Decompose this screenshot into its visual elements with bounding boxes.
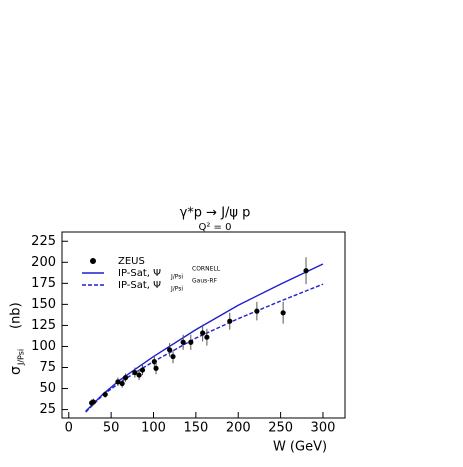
chart-subtitle: Q² = 0 bbox=[199, 222, 232, 233]
x-tick-label: 250 bbox=[268, 421, 293, 436]
data-point bbox=[204, 334, 210, 340]
chart-title: γ*p → J/ψ p bbox=[180, 206, 251, 221]
y-tick-label: 50 bbox=[39, 381, 56, 396]
data-point bbox=[227, 318, 233, 324]
line bbox=[85, 283, 324, 413]
y-tick-label: 100 bbox=[31, 339, 56, 354]
data-point bbox=[188, 339, 194, 345]
data-point bbox=[200, 330, 206, 336]
data-point bbox=[122, 375, 129, 381]
data-point bbox=[254, 308, 260, 314]
data-point bbox=[102, 391, 108, 398]
y-tick-label: 200 bbox=[31, 255, 56, 270]
y-tick-label: 150 bbox=[31, 297, 56, 312]
data-point bbox=[139, 367, 146, 373]
data-point bbox=[115, 379, 121, 385]
x-tick-label: 50 bbox=[103, 421, 120, 436]
y-tick-label: 225 bbox=[31, 234, 56, 249]
legend-label: IP-Sat, Ψ bbox=[118, 268, 161, 279]
data-point bbox=[280, 310, 286, 316]
legend-label: ZEUS bbox=[118, 256, 145, 267]
legend-label-sup: Gaus-RF bbox=[192, 278, 218, 285]
data-point bbox=[119, 380, 125, 387]
y-axis-label-unit: (nb) bbox=[9, 302, 24, 329]
y-tick-label: 125 bbox=[31, 318, 56, 333]
x-tick-label: 200 bbox=[226, 421, 251, 436]
data-point bbox=[132, 369, 138, 376]
x-tick-label: 150 bbox=[183, 421, 208, 436]
data-point bbox=[90, 399, 96, 405]
legend-label-sub: J/Psi bbox=[170, 274, 183, 281]
y-tick-label: 175 bbox=[31, 276, 56, 291]
data-point bbox=[303, 268, 309, 274]
x-axis-label: W (GeV) bbox=[273, 440, 327, 455]
x-tick-label: 100 bbox=[141, 421, 166, 436]
data-point bbox=[180, 339, 186, 345]
y-axis-label: σ bbox=[8, 366, 24, 375]
data-point bbox=[170, 353, 176, 360]
data-point bbox=[153, 365, 159, 371]
data-point bbox=[136, 372, 142, 378]
legend-label-sub: J/Psi bbox=[170, 286, 183, 293]
line bbox=[85, 263, 324, 412]
x-tick-label: 300 bbox=[311, 421, 336, 436]
y-tick-label: 75 bbox=[39, 360, 56, 375]
y-axis-label-sub: J/Psi bbox=[17, 349, 26, 366]
y-tick-label: 25 bbox=[39, 402, 56, 417]
legend-marker bbox=[90, 258, 96, 264]
legend-label-sup: CORNELL bbox=[192, 266, 221, 273]
data-point bbox=[167, 347, 173, 353]
x-tick-label: 0 bbox=[65, 421, 73, 436]
legend-label: IP-Sat, Ψ bbox=[118, 280, 161, 291]
